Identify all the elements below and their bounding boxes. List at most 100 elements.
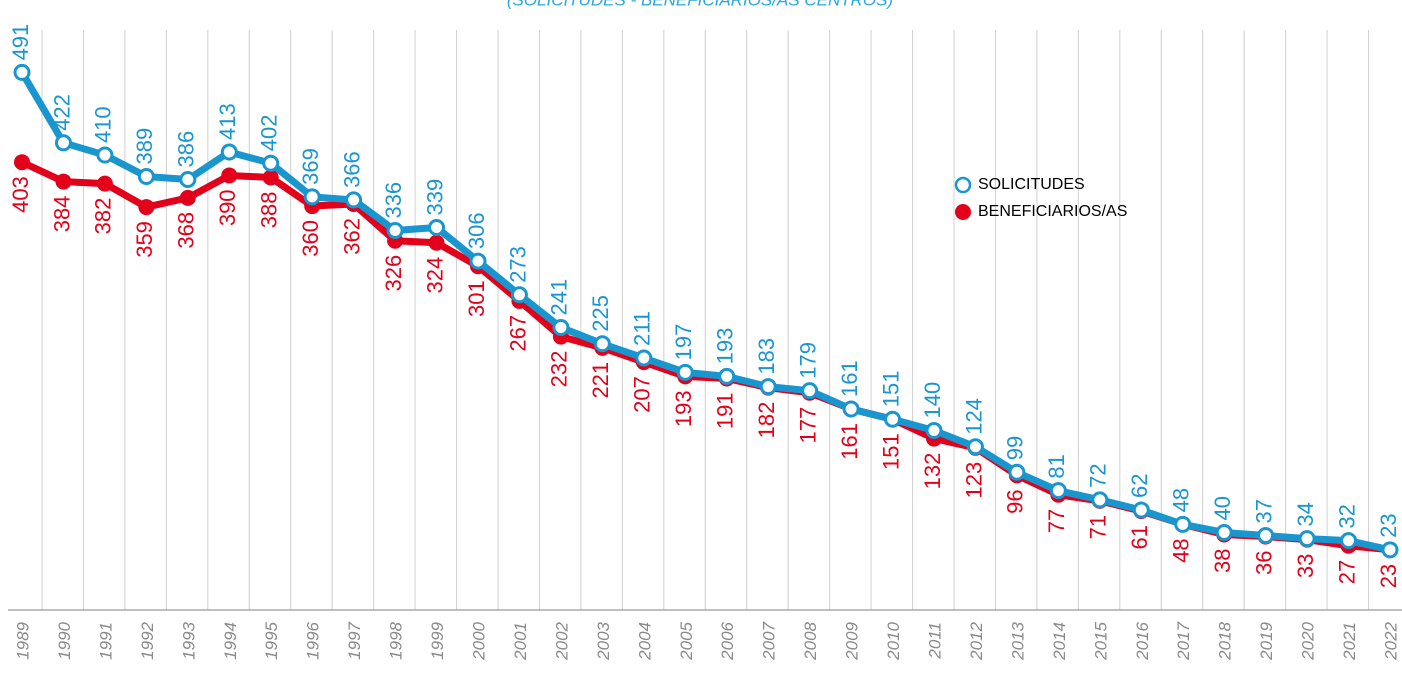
data-label: 359: [132, 221, 157, 258]
point: [1257, 527, 1275, 545]
legend-label: BENEFICIARIOS/AS: [978, 203, 1127, 220]
data-label: 140: [920, 382, 945, 419]
x-tick-label: 1994: [221, 622, 240, 660]
point: [593, 335, 611, 353]
point: [54, 134, 72, 152]
data-label: 402: [257, 114, 282, 151]
data-label: 48: [1169, 538, 1194, 562]
point: [510, 286, 528, 304]
point: [137, 167, 155, 185]
x-tick-label: 2022: [1381, 621, 1400, 660]
x-tick-label: 2012: [967, 621, 986, 660]
data-label: 193: [671, 390, 696, 427]
data-label: 71: [1086, 515, 1111, 539]
data-label: 32: [1334, 504, 1359, 528]
data-label: 225: [588, 295, 613, 332]
data-label: 151: [878, 433, 903, 470]
data-label: 410: [91, 106, 116, 143]
data-label: 491: [8, 24, 33, 61]
x-tick-label: 2013: [1008, 621, 1027, 660]
point: [1174, 515, 1192, 533]
x-tick-label: 1999: [428, 621, 447, 659]
point: [138, 199, 155, 216]
data-label: 124: [961, 398, 986, 435]
data-label: 339: [422, 179, 447, 216]
point: [96, 175, 113, 192]
point: [55, 173, 72, 190]
x-tick-label: 2017: [1174, 621, 1193, 660]
data-label: 81: [1044, 454, 1069, 478]
x-tick-label: 2008: [801, 621, 820, 660]
point: [179, 189, 196, 206]
point: [966, 438, 984, 456]
point: [759, 378, 777, 396]
point: [552, 318, 570, 336]
data-label: 177: [795, 407, 820, 444]
data-label: 324: [422, 257, 447, 294]
data-label: 388: [257, 191, 282, 228]
data-label: 179: [795, 342, 820, 379]
data-label: 37: [1251, 499, 1276, 523]
data-label: 360: [298, 220, 323, 257]
data-label: 191: [713, 392, 738, 429]
data-label: 77: [1044, 509, 1069, 533]
legend-label: SOLICITUDES: [978, 176, 1085, 193]
data-label: 23: [1376, 564, 1401, 588]
data-label: 23: [1376, 513, 1401, 537]
data-label: 221: [588, 362, 613, 399]
data-label: 183: [754, 338, 779, 375]
data-label: 366: [339, 151, 364, 188]
data-label: 161: [837, 360, 862, 397]
x-tick-label: 2004: [635, 622, 654, 661]
x-tick-label: 2015: [1091, 621, 1110, 660]
point: [13, 63, 31, 81]
data-label: 241: [547, 279, 572, 316]
point: [428, 234, 445, 251]
point: [801, 382, 819, 400]
point: [1215, 523, 1233, 541]
point: [718, 367, 736, 385]
x-tick-label: 2009: [843, 621, 862, 660]
data-label: 390: [215, 189, 240, 226]
data-label: 38: [1210, 549, 1235, 573]
x-tick-label: 2007: [760, 621, 779, 660]
point: [676, 363, 694, 381]
x-tick-label: 2002: [552, 621, 571, 660]
legend-marker: [954, 176, 972, 194]
data-label: 211: [630, 311, 655, 346]
x-tick-label: 1991: [96, 622, 115, 660]
data-label: 384: [49, 196, 74, 233]
data-label: 182: [754, 402, 779, 439]
data-label: 403: [8, 176, 33, 213]
data-label: 267: [505, 315, 530, 352]
data-label: 389: [132, 128, 157, 165]
point: [842, 400, 860, 418]
x-tick-label: 1990: [55, 621, 74, 659]
chart-subtitle: (SOLICITUDES - BENEFICIARIOS/AS CENTROS): [507, 0, 893, 9]
point: [884, 410, 902, 428]
legend-marker: [955, 204, 971, 220]
point: [179, 171, 197, 189]
data-label: 273: [505, 246, 530, 283]
x-tick-label: 1992: [138, 621, 157, 659]
point: [1298, 530, 1316, 548]
data-label: 132: [920, 453, 945, 490]
data-label: 33: [1293, 554, 1318, 578]
data-label: 61: [1127, 525, 1152, 549]
data-label: 62: [1127, 474, 1152, 498]
data-label: 27: [1334, 560, 1359, 584]
x-tick-label: 1995: [262, 621, 281, 659]
x-tick-label: 2003: [594, 621, 613, 660]
point: [428, 218, 446, 236]
data-label: 306: [464, 212, 489, 249]
point: [1049, 482, 1067, 500]
x-tick-label: 2020: [1299, 621, 1318, 660]
data-label: 151: [878, 371, 903, 408]
point: [14, 154, 30, 171]
data-label: 34: [1293, 502, 1318, 526]
point: [925, 421, 943, 439]
data-label: 36: [1251, 551, 1276, 575]
data-label: 382: [91, 198, 116, 235]
data-label: 413: [215, 103, 240, 140]
